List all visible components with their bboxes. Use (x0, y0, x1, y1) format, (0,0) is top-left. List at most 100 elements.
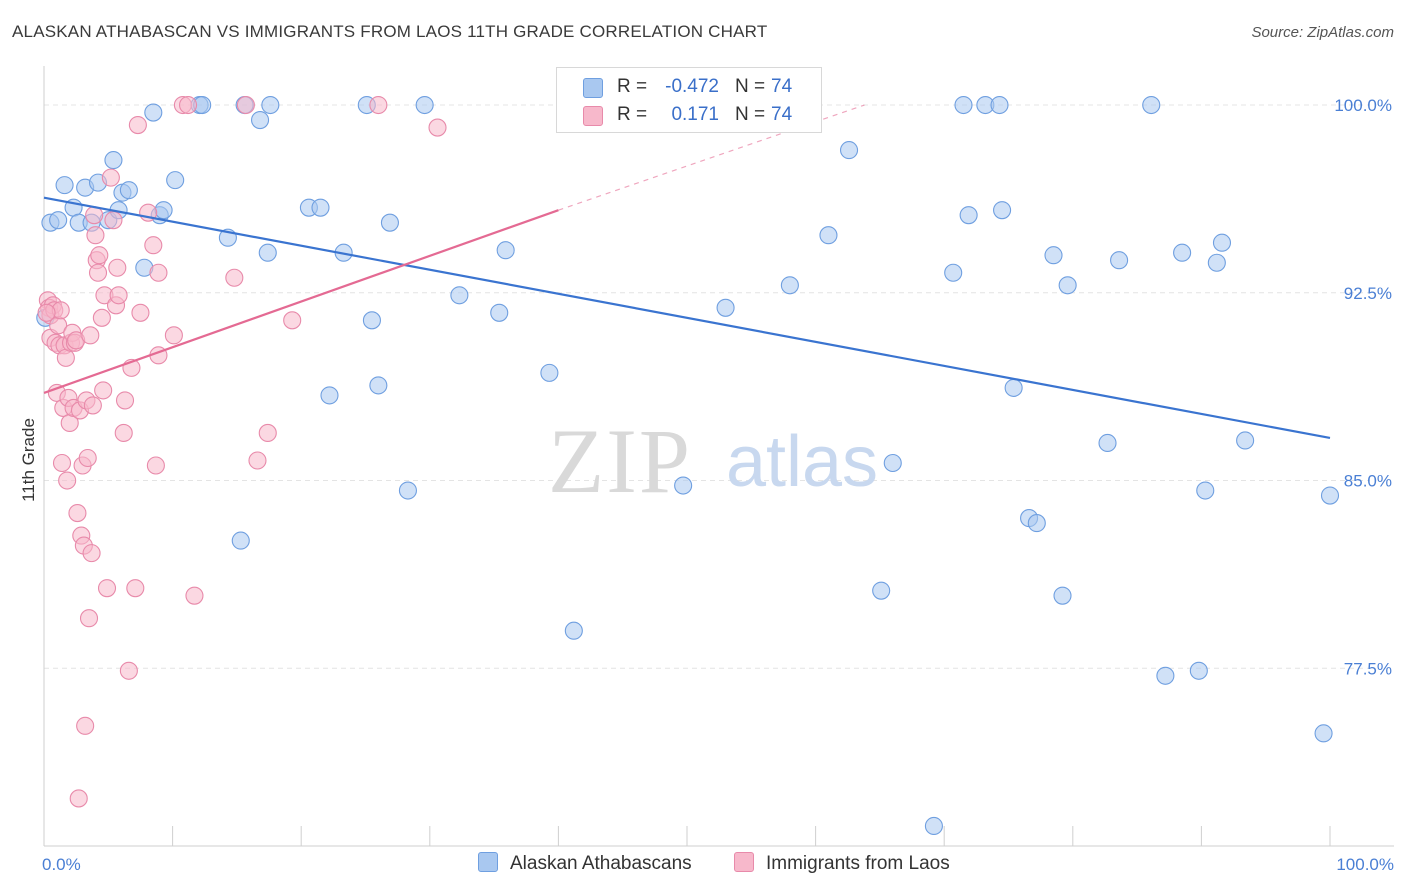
legend-r-label: R = (617, 76, 648, 97)
legend-row-laos: R = 0.171 N = 74 (557, 100, 821, 128)
data-point (450, 286, 469, 305)
watermark: ZIP atlas (548, 410, 878, 512)
data-point (76, 716, 95, 735)
series-legend: Alaskan Athabascans Immigrants from Laos (0, 852, 1406, 878)
data-point (119, 181, 138, 200)
data-point (990, 95, 1009, 115)
data-point (69, 789, 88, 808)
data-point (164, 326, 183, 345)
trend-line (43, 209, 559, 394)
legend-n-value: 74 (771, 104, 793, 125)
chart-title: ALASKAN ATHABASCAN VS IMMIGRANTS FROM LA… (12, 22, 768, 41)
legend-label-athabascans: Alaskan Athabascans (510, 853, 692, 874)
data-point (1142, 95, 1161, 115)
data-point (231, 531, 250, 550)
data-point (496, 241, 515, 260)
data-point (1053, 586, 1072, 605)
data-point (108, 258, 127, 277)
data-point (56, 348, 75, 367)
x-tick-label-min: 0.0% (42, 855, 81, 874)
data-point (119, 661, 138, 680)
data-point (1027, 514, 1046, 533)
data-point (1314, 724, 1333, 743)
data-point (1004, 378, 1023, 397)
y-tick-label: 77.5% (1344, 659, 1392, 678)
data-point (320, 386, 339, 405)
data-point (1110, 251, 1129, 270)
data-point (258, 423, 277, 443)
data-point (109, 286, 128, 305)
legend-n-label: N = (735, 76, 766, 97)
data-point (362, 311, 381, 330)
data-point (490, 303, 509, 322)
data-point (1044, 246, 1063, 265)
legend-swatch-athabascans (478, 852, 498, 872)
legend-r-value: -0.472 (665, 76, 719, 97)
tick-labels: 77.5% 85.0% 92.5% 100.0% 0.0% 100.0% (42, 96, 1394, 874)
data-point (1320, 486, 1340, 505)
data-point (178, 95, 198, 115)
legend-label-laos: Immigrants from Laos (766, 853, 950, 874)
y-tick-label: 100.0% (1334, 96, 1392, 115)
data-point (55, 176, 74, 195)
data-point (369, 376, 388, 395)
data-point (90, 246, 109, 265)
correlation-legend: R = -0.472 N = 74 R = 0.171 N = 74 (556, 67, 822, 133)
trend-lines (43, 104, 1331, 440)
data-point (166, 171, 185, 190)
legend-item-athabascans: Alaskan Athabascans (478, 852, 692, 875)
legend-r-label: R = (617, 104, 648, 125)
data-point (101, 168, 120, 187)
data-point (944, 263, 963, 282)
data-point (1236, 431, 1255, 450)
data-point (398, 481, 417, 500)
data-point (83, 396, 102, 415)
data-point (131, 303, 150, 322)
watermark-atlas: atlas (726, 422, 878, 502)
legend-swatch-laos (734, 852, 754, 872)
data-point (78, 448, 97, 468)
legend-n-value: 74 (771, 76, 793, 97)
data-point (86, 226, 105, 245)
data-point (81, 326, 100, 345)
data-point (126, 579, 145, 598)
legend-n-label: N = (735, 104, 766, 125)
data-point (114, 423, 133, 443)
data-point (311, 198, 330, 217)
data-point (146, 456, 165, 475)
data-point (88, 263, 108, 282)
data-point (144, 236, 163, 255)
data-point (924, 816, 943, 836)
data-point (1058, 276, 1077, 295)
legend-item-laos: Immigrants from Laos (734, 852, 950, 875)
legend-swatch-athabascans (583, 78, 603, 98)
data-point (819, 226, 838, 245)
data-point (883, 453, 902, 473)
data-point (97, 579, 117, 598)
data-point (959, 206, 978, 225)
chart-source: Source: ZipAtlas.com (1251, 24, 1394, 41)
data-point (428, 118, 447, 137)
data-point (1212, 233, 1232, 252)
data-point (225, 268, 244, 287)
y-tick-label: 85.0% (1344, 472, 1392, 491)
data-point (1098, 433, 1117, 453)
data-point (185, 586, 204, 605)
data-point (716, 298, 735, 317)
data-point (68, 504, 87, 523)
data-point (1189, 661, 1208, 680)
data-point (258, 243, 277, 262)
gridlines (44, 104, 1370, 669)
data-point (49, 211, 68, 230)
data-point (954, 95, 973, 115)
data-point (236, 95, 255, 115)
trend-line-extension (558, 104, 865, 211)
data-point (104, 211, 123, 230)
x-tick-label-max: 100.0% (1336, 855, 1394, 874)
data-point (1156, 666, 1175, 685)
data-point (248, 451, 267, 470)
watermark-zip: ZIP (548, 410, 692, 512)
data-point (993, 201, 1012, 220)
data-point (79, 609, 99, 628)
legend-row-athabascans: R = -0.472 N = 74 (557, 72, 821, 100)
